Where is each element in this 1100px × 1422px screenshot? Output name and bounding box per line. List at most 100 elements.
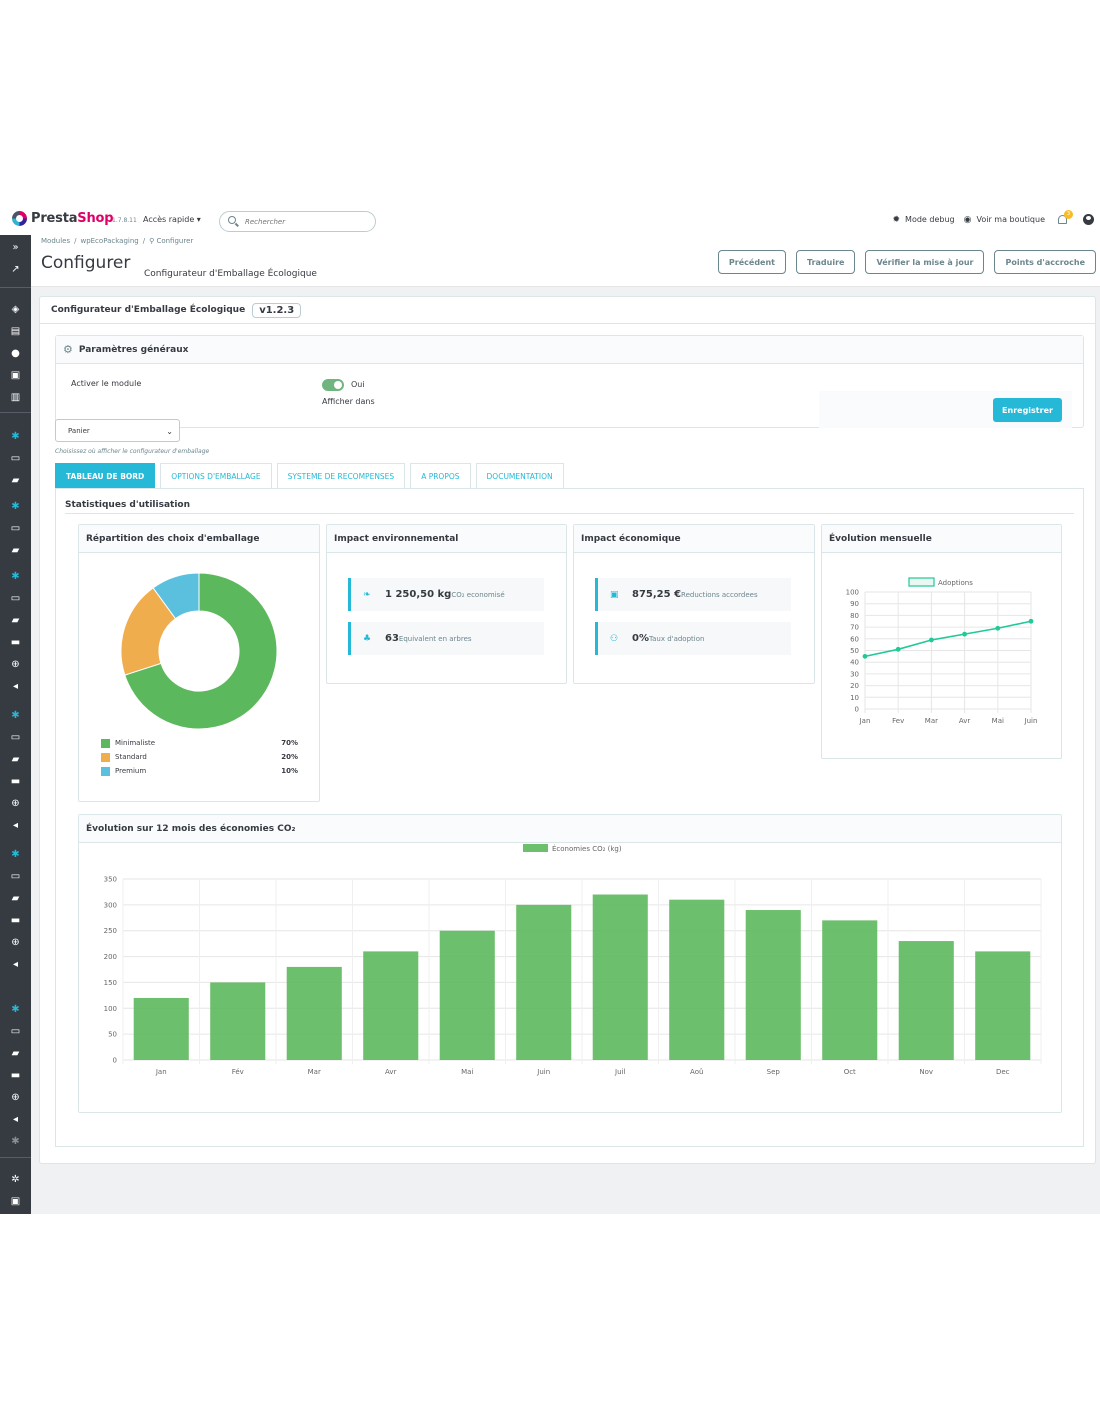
tab-dashboard[interactable]: TABLEAU DE BORD <box>55 463 156 488</box>
save-button[interactable]: Enregistrer <box>993 398 1062 422</box>
legend-label: Adoptions <box>938 579 973 587</box>
x-tick-label: Mar <box>308 1068 321 1076</box>
modules-puzzle-icon[interactable]: ✱ <box>11 709 20 721</box>
co2-bar-chart: 350 300 250 200 150 100 50 0 Économies CO₂ (kg) J… <box>104 844 1042 1076</box>
prestashop-logo[interactable]: PrestaShop <box>12 211 114 226</box>
legend-swatch <box>101 766 110 776</box>
shipping-truck-icon[interactable]: ▰ <box>11 892 20 904</box>
orders-basket-icon[interactable]: ◈ <box>11 303 20 315</box>
modules-puzzle-icon[interactable]: ✱ <box>11 1135 20 1147</box>
shipping-truck-icon[interactable]: ▰ <box>11 614 20 626</box>
payment-card-icon[interactable]: ▬ <box>10 914 21 926</box>
settings-gear-icon[interactable]: ✲ <box>11 1173 20 1185</box>
design-monitor-icon[interactable]: ▭ <box>10 870 21 882</box>
payment-card-icon[interactable]: ▬ <box>10 775 21 787</box>
design-monitor-icon[interactable]: ▭ <box>10 731 21 743</box>
dashboard-trend-icon[interactable]: ↗ <box>11 263 20 275</box>
marketing-megaphone-icon[interactable]: ◂ <box>12 819 19 831</box>
international-globe-icon[interactable]: ⊕ <box>11 936 20 948</box>
design-monitor-icon[interactable]: ▭ <box>10 452 21 464</box>
messages-icon[interactable]: ▣ <box>10 369 21 381</box>
x-tick-label: Oct <box>844 1068 856 1076</box>
user-icon[interactable] <box>1083 214 1094 225</box>
marketing-megaphone-icon[interactable]: ◂ <box>12 958 19 970</box>
search-input[interactable] <box>245 216 365 228</box>
x-tick-label: Mai <box>461 1068 473 1076</box>
international-globe-icon[interactable]: ⊕ <box>11 1091 20 1103</box>
shipping-truck-icon[interactable]: ▰ <box>11 753 20 765</box>
tab-packaging-options[interactable]: OPTIONS D'EMBALLAGE <box>160 463 272 488</box>
monthly-card: Évolution mensuelle 100 90 80 70 60 50 40 30 20 1… <box>821 524 1062 759</box>
international-globe-icon[interactable]: ⊕ <box>11 658 20 670</box>
modules-puzzle-icon[interactable]: ✱ <box>11 430 20 442</box>
sidebar: » ↗ ◈ ▤ ● ▣ ▥ ✱ ▭ ▰ ✱ ▭ ▰ ✱ ▭ ▰ ▬ ⊕ ◂ ✱ … <box>0 235 31 1214</box>
search-box[interactable] <box>219 211 376 232</box>
modules-puzzle-icon[interactable]: ✱ <box>11 500 20 512</box>
shipping-truck-icon[interactable]: ▰ <box>11 474 20 486</box>
international-globe-icon[interactable]: ⊕ <box>11 797 20 809</box>
distribution-card: Répartition des choix d'emballage Minima… <box>78 524 320 802</box>
collapse-sidebar-icon[interactable]: » <box>12 241 19 253</box>
x-tick-label: Aoû <box>690 1068 703 1076</box>
y-tick-label: 30 <box>850 670 859 678</box>
legend-value: 10% <box>281 767 298 775</box>
legend-label: Minimaliste <box>115 739 156 747</box>
shipping-truck-icon[interactable]: ▰ <box>11 544 20 556</box>
general-settings-panel: ⚙ Paramètres généraux Activer le module … <box>55 335 1084 428</box>
shipping-truck-icon[interactable]: ▰ <box>11 1047 20 1059</box>
tree-icon: ♣ <box>363 633 372 644</box>
payment-card-icon[interactable]: ▬ <box>10 636 21 648</box>
tab-documentation[interactable]: DOCUMENTATION <box>475 463 564 488</box>
stats-icon[interactable]: ▥ <box>10 391 21 403</box>
debug-mode-link[interactable]: ✹ Mode debug <box>893 215 955 225</box>
app: PrestaShop 1.7.8.11 Accès rapide ▾ ✹ Mode… <box>0 208 1100 1214</box>
translate-button[interactable]: Traduire <box>796 250 856 274</box>
legend-swatch <box>523 844 548 852</box>
modules-puzzle-icon[interactable]: ✱ <box>11 570 20 582</box>
x-tick-label: Sep <box>767 1068 781 1076</box>
payment-card-icon[interactable]: ▬ <box>10 1069 21 1081</box>
modules-puzzle-icon[interactable]: ✱ <box>11 1003 20 1015</box>
y-tick-label: 350 <box>104 876 117 884</box>
form-footer: Enregistrer <box>819 391 1072 428</box>
x-tick-label: Mar <box>925 717 938 725</box>
y-tick-label: 250 <box>104 927 117 935</box>
marketing-megaphone-icon[interactable]: ◂ <box>12 1113 19 1125</box>
environment-card: Impact environnemental ❧ 1 250,50 kg CO₂… <box>326 524 567 684</box>
check-update-button[interactable]: Vérifier la mise à jour <box>865 250 985 274</box>
toggle-value-label: Oui <box>351 380 365 389</box>
y-tick-label: 90 <box>850 600 859 608</box>
customers-icon[interactable]: ● <box>11 347 20 359</box>
previous-button[interactable]: Précédent <box>717 250 786 274</box>
bar-aoû <box>669 899 725 1060</box>
discounts-stat: ▣ 875,25 € Reductions accordees <box>595 578 791 611</box>
design-monitor-icon[interactable]: ▭ <box>10 1025 21 1037</box>
quick-access-dropdown[interactable]: Accès rapide ▾ <box>143 215 201 224</box>
marketing-megaphone-icon[interactable]: ◂ <box>12 680 19 692</box>
display-location-select[interactable]: Panier ⌄ <box>55 419 180 442</box>
economic-card-title: Impact économique <box>574 525 814 553</box>
tab-rewards[interactable]: SYSTEME DE RECOMPENSES <box>276 463 406 488</box>
modules-puzzle-icon[interactable]: ✱ <box>11 848 20 860</box>
breadcrumb-modules[interactable]: Modules <box>41 237 71 245</box>
y-tick-label: 60 <box>850 635 859 643</box>
stat-value: 0% <box>632 633 649 644</box>
hooks-button[interactable]: Points d'accroche <box>994 250 1096 274</box>
advanced-params-icon[interactable]: ▣ <box>10 1195 21 1207</box>
content-area: Configurateur d'Emballage Écologique v1.… <box>31 287 1100 1214</box>
activate-module-toggle[interactable] <box>322 379 344 391</box>
stat-label: CO₂ economisé <box>451 590 505 599</box>
y-tick-label: 0 <box>855 706 859 714</box>
tab-about[interactable]: A PROPOS <box>410 463 471 488</box>
breadcrumb-module[interactable]: wpEcoPackaging <box>80 237 139 245</box>
catalog-store-icon[interactable]: ▤ <box>10 325 21 337</box>
activate-module-label: Activer le module <box>71 379 142 388</box>
view-shop-link[interactable]: ◉ Voir ma boutique <box>964 215 1045 225</box>
donut-slice-premium <box>152 572 200 620</box>
design-monitor-icon[interactable]: ▭ <box>10 522 21 534</box>
leaf-icon: ❧ <box>363 589 371 600</box>
display-location-value: Panier <box>68 427 90 435</box>
notifications-button[interactable]: 3 <box>1057 210 1073 226</box>
design-monitor-icon[interactable]: ▭ <box>10 592 21 604</box>
